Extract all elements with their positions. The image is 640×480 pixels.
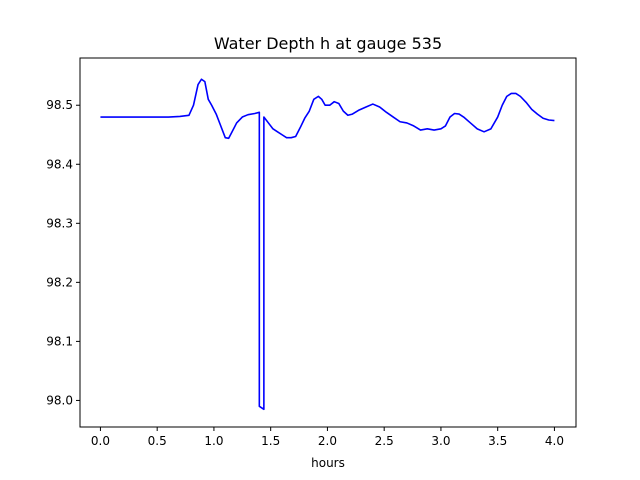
chart-title: Water Depth h at gauge 535 <box>214 34 442 53</box>
y-tick-label: 98.0 <box>46 393 73 407</box>
x-tick-label: 2.0 <box>318 434 337 448</box>
x-tick-label: 1.5 <box>261 434 280 448</box>
series-group <box>100 78 555 411</box>
x-tick-label: 2.5 <box>375 434 394 448</box>
y-axis-ticks: 98.0 98.1 98.2 98.3 98.4 98.5 <box>46 98 80 407</box>
x-tick-label: 0.0 <box>91 434 110 448</box>
x-tick-label: 4.0 <box>545 434 564 448</box>
x-tick-label: 3.5 <box>488 434 507 448</box>
y-tick-label: 98.3 <box>46 216 73 230</box>
plot-frame <box>79 57 577 428</box>
y-tick-label: 98.1 <box>46 334 73 348</box>
x-axis-label: hours <box>311 456 345 470</box>
y-tick-label: 98.2 <box>46 275 73 289</box>
y-tick-label: 98.5 <box>46 98 73 112</box>
series-line <box>100 78 555 411</box>
x-tick-label: 0.5 <box>148 434 167 448</box>
x-tick-label: 1.0 <box>204 434 223 448</box>
x-axis-ticks: 0.0 0.5 1.0 1.5 2.0 2.5 3.0 3.5 4.0 <box>91 427 564 448</box>
x-tick-label: 3.0 <box>431 434 450 448</box>
y-tick-label: 98.4 <box>46 157 73 171</box>
